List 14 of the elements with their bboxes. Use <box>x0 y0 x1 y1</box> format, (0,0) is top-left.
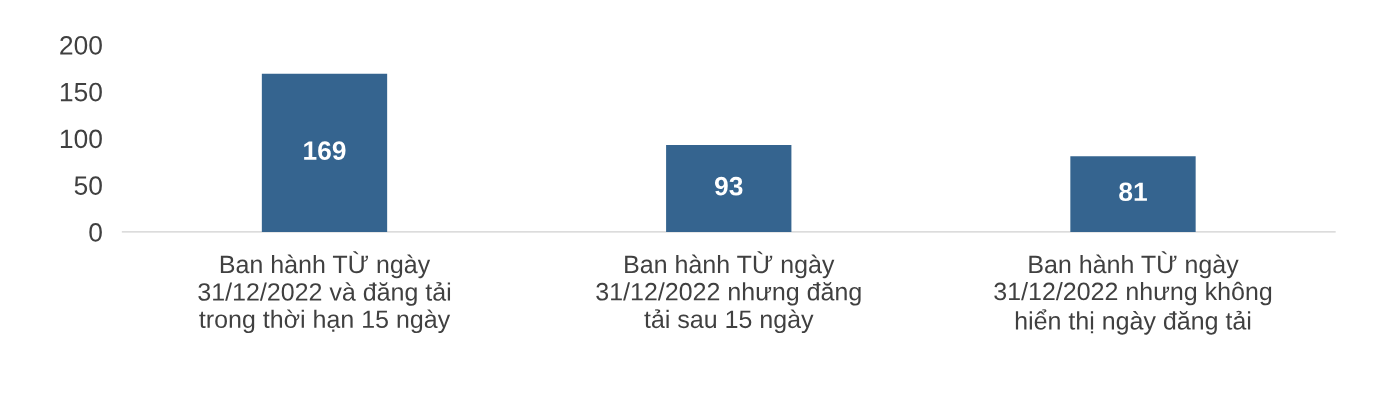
y-tick-label: 0 <box>89 223 102 242</box>
x-tick-label: Ban hành TỪ ngày 31/12/2022 và đăng tải trong thời hạn 15 ngày <box>198 251 451 334</box>
bar <box>1070 156 1196 232</box>
data-label: 81 <box>1119 182 1147 202</box>
y-tick-label: 200 <box>60 35 102 55</box>
y-tick-label: 100 <box>60 129 102 149</box>
data-label: 93 <box>714 176 743 196</box>
data-label: 169 <box>304 141 346 160</box>
y-tick-label: 150 <box>60 82 102 102</box>
y-tick-label: 50 <box>74 176 102 195</box>
x-tick-label: Ban hành TỪ ngày 31/12/2022 nhưng đăng tải sau 15 ngày <box>596 251 861 334</box>
x-tick-label: Ban hành TỪ ngày 31/12/2022 nhưng không hiển thị ngày đăng tải <box>994 251 1272 335</box>
bar <box>261 73 388 232</box>
bar <box>666 144 792 232</box>
